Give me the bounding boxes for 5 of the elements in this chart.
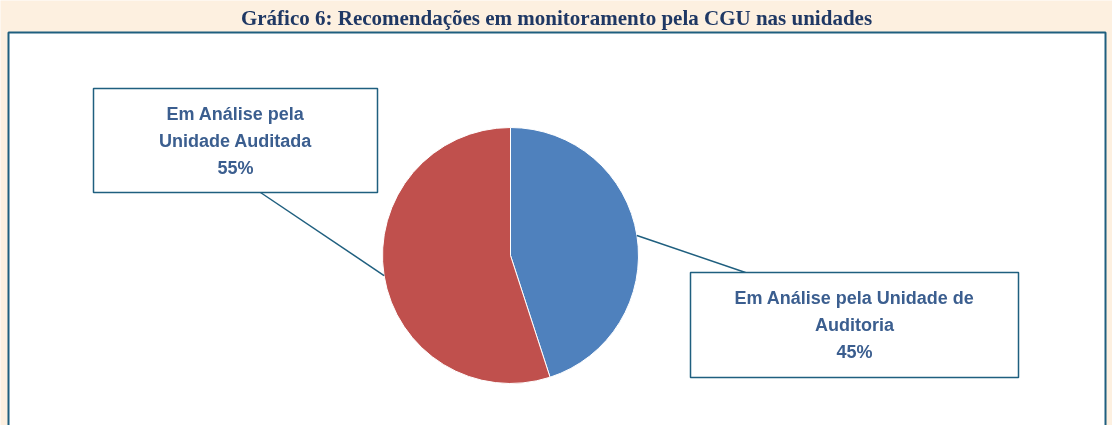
data-label: 45% — [836, 342, 873, 362]
slice-label: Em Análise pela Unidade de Auditoria — [734, 288, 974, 335]
slice-label: Em Análise pela Unidade Auditada — [159, 103, 313, 151]
data-label: 55% — [217, 157, 254, 178]
chart-title: Gráfico 6: Recomendações em monitoramento pela CGU nas unidades — [240, 5, 873, 30]
